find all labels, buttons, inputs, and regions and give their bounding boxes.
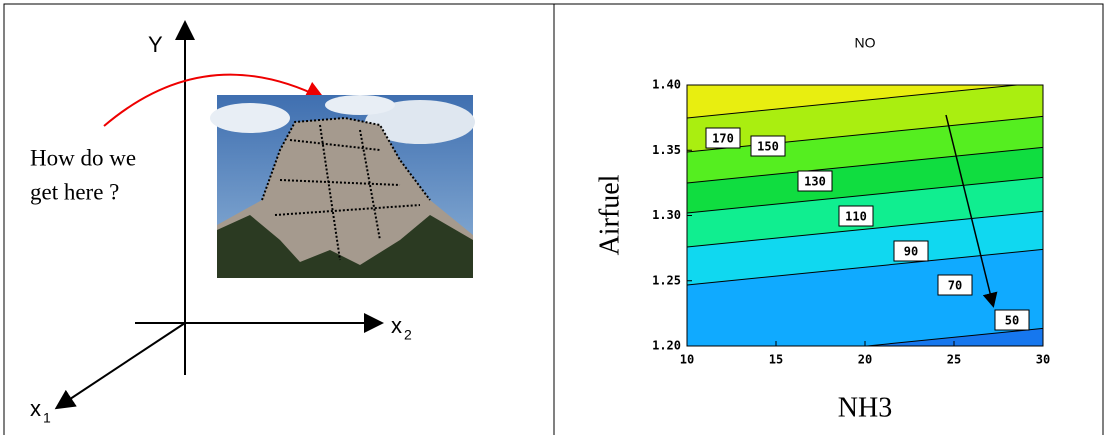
x2-label: x	[391, 313, 402, 338]
contour-label-box	[838, 205, 874, 227]
contour-line	[687, 176, 1043, 214]
question-line: How do we	[30, 145, 136, 170]
contour-label-box	[937, 274, 973, 296]
contour-label-box	[750, 135, 786, 157]
y-axis-label: Airfuel	[594, 174, 625, 255]
y-tick-label: 1.25	[652, 273, 681, 287]
contour-label-box	[705, 127, 741, 149]
direction-arrow	[945, 114, 998, 308]
x-tick-label: 30	[1036, 353, 1050, 367]
contour-label-box	[797, 170, 833, 192]
x-tick-label: 15	[769, 353, 783, 367]
y-tick-label: 1.20	[652, 339, 681, 353]
contour-line	[861, 327, 1043, 346]
y-label: Y	[148, 32, 163, 57]
contour-label-box	[994, 309, 1030, 331]
y-tick-label: 1.40	[652, 78, 681, 92]
contour-label: 70	[948, 279, 962, 293]
contour-label: 50	[1005, 314, 1019, 328]
question-line: get here ?	[30, 179, 119, 204]
contour-label: 110	[845, 210, 867, 224]
chart-title: NO	[855, 35, 876, 51]
x-axis-label: NH3	[838, 392, 892, 423]
x1-label: x	[30, 396, 41, 421]
contour-label: 130	[804, 175, 826, 189]
band	[687, 249, 1043, 346]
x1-subscript: 1	[43, 410, 51, 426]
x2-subscript: 2	[404, 327, 412, 343]
photo	[210, 95, 475, 278]
contour-line	[687, 210, 1043, 248]
contour-label: 150	[757, 140, 779, 154]
red-arrow	[103, 73, 326, 127]
x-tick-label: 20	[858, 353, 872, 367]
contour-line	[687, 85, 1023, 119]
x1-axis	[54, 322, 186, 410]
contour-label-box	[893, 240, 929, 262]
x-tick-label: 10	[680, 353, 694, 367]
contour-label: 170	[712, 132, 734, 146]
y-tick-label: 1.30	[652, 208, 681, 222]
contour-labels: 170 150 130 110 90 70 50	[705, 127, 1030, 331]
contour-line	[687, 248, 1043, 286]
x-tick-label: 25	[947, 353, 961, 367]
contour-line	[687, 115, 1043, 153]
contour-line	[687, 146, 1043, 184]
contour-label: 90	[904, 245, 918, 259]
y-tick-label: 1.35	[652, 143, 681, 157]
